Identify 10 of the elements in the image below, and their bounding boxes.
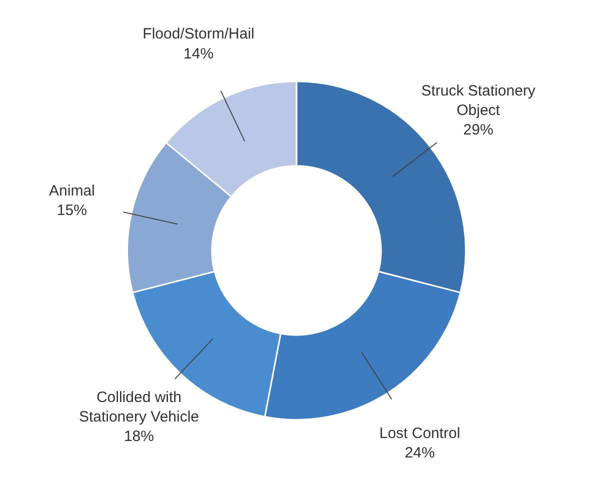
data-label: 18%	[124, 428, 154, 445]
slice-label: Flood/Storm/Hail	[142, 26, 254, 43]
slice-label: Struck Stationery Object	[421, 82, 536, 120]
slice-label: Lost Control	[379, 424, 460, 442]
slice-label: Collided with Stationery Vehicle	[78, 388, 200, 426]
data-label: 15%	[56, 202, 87, 219]
data-label: 29%	[463, 122, 494, 139]
slice-label: Animal	[49, 182, 95, 200]
data-label: 14%	[184, 45, 214, 62]
data-label: 24%	[404, 444, 435, 462]
